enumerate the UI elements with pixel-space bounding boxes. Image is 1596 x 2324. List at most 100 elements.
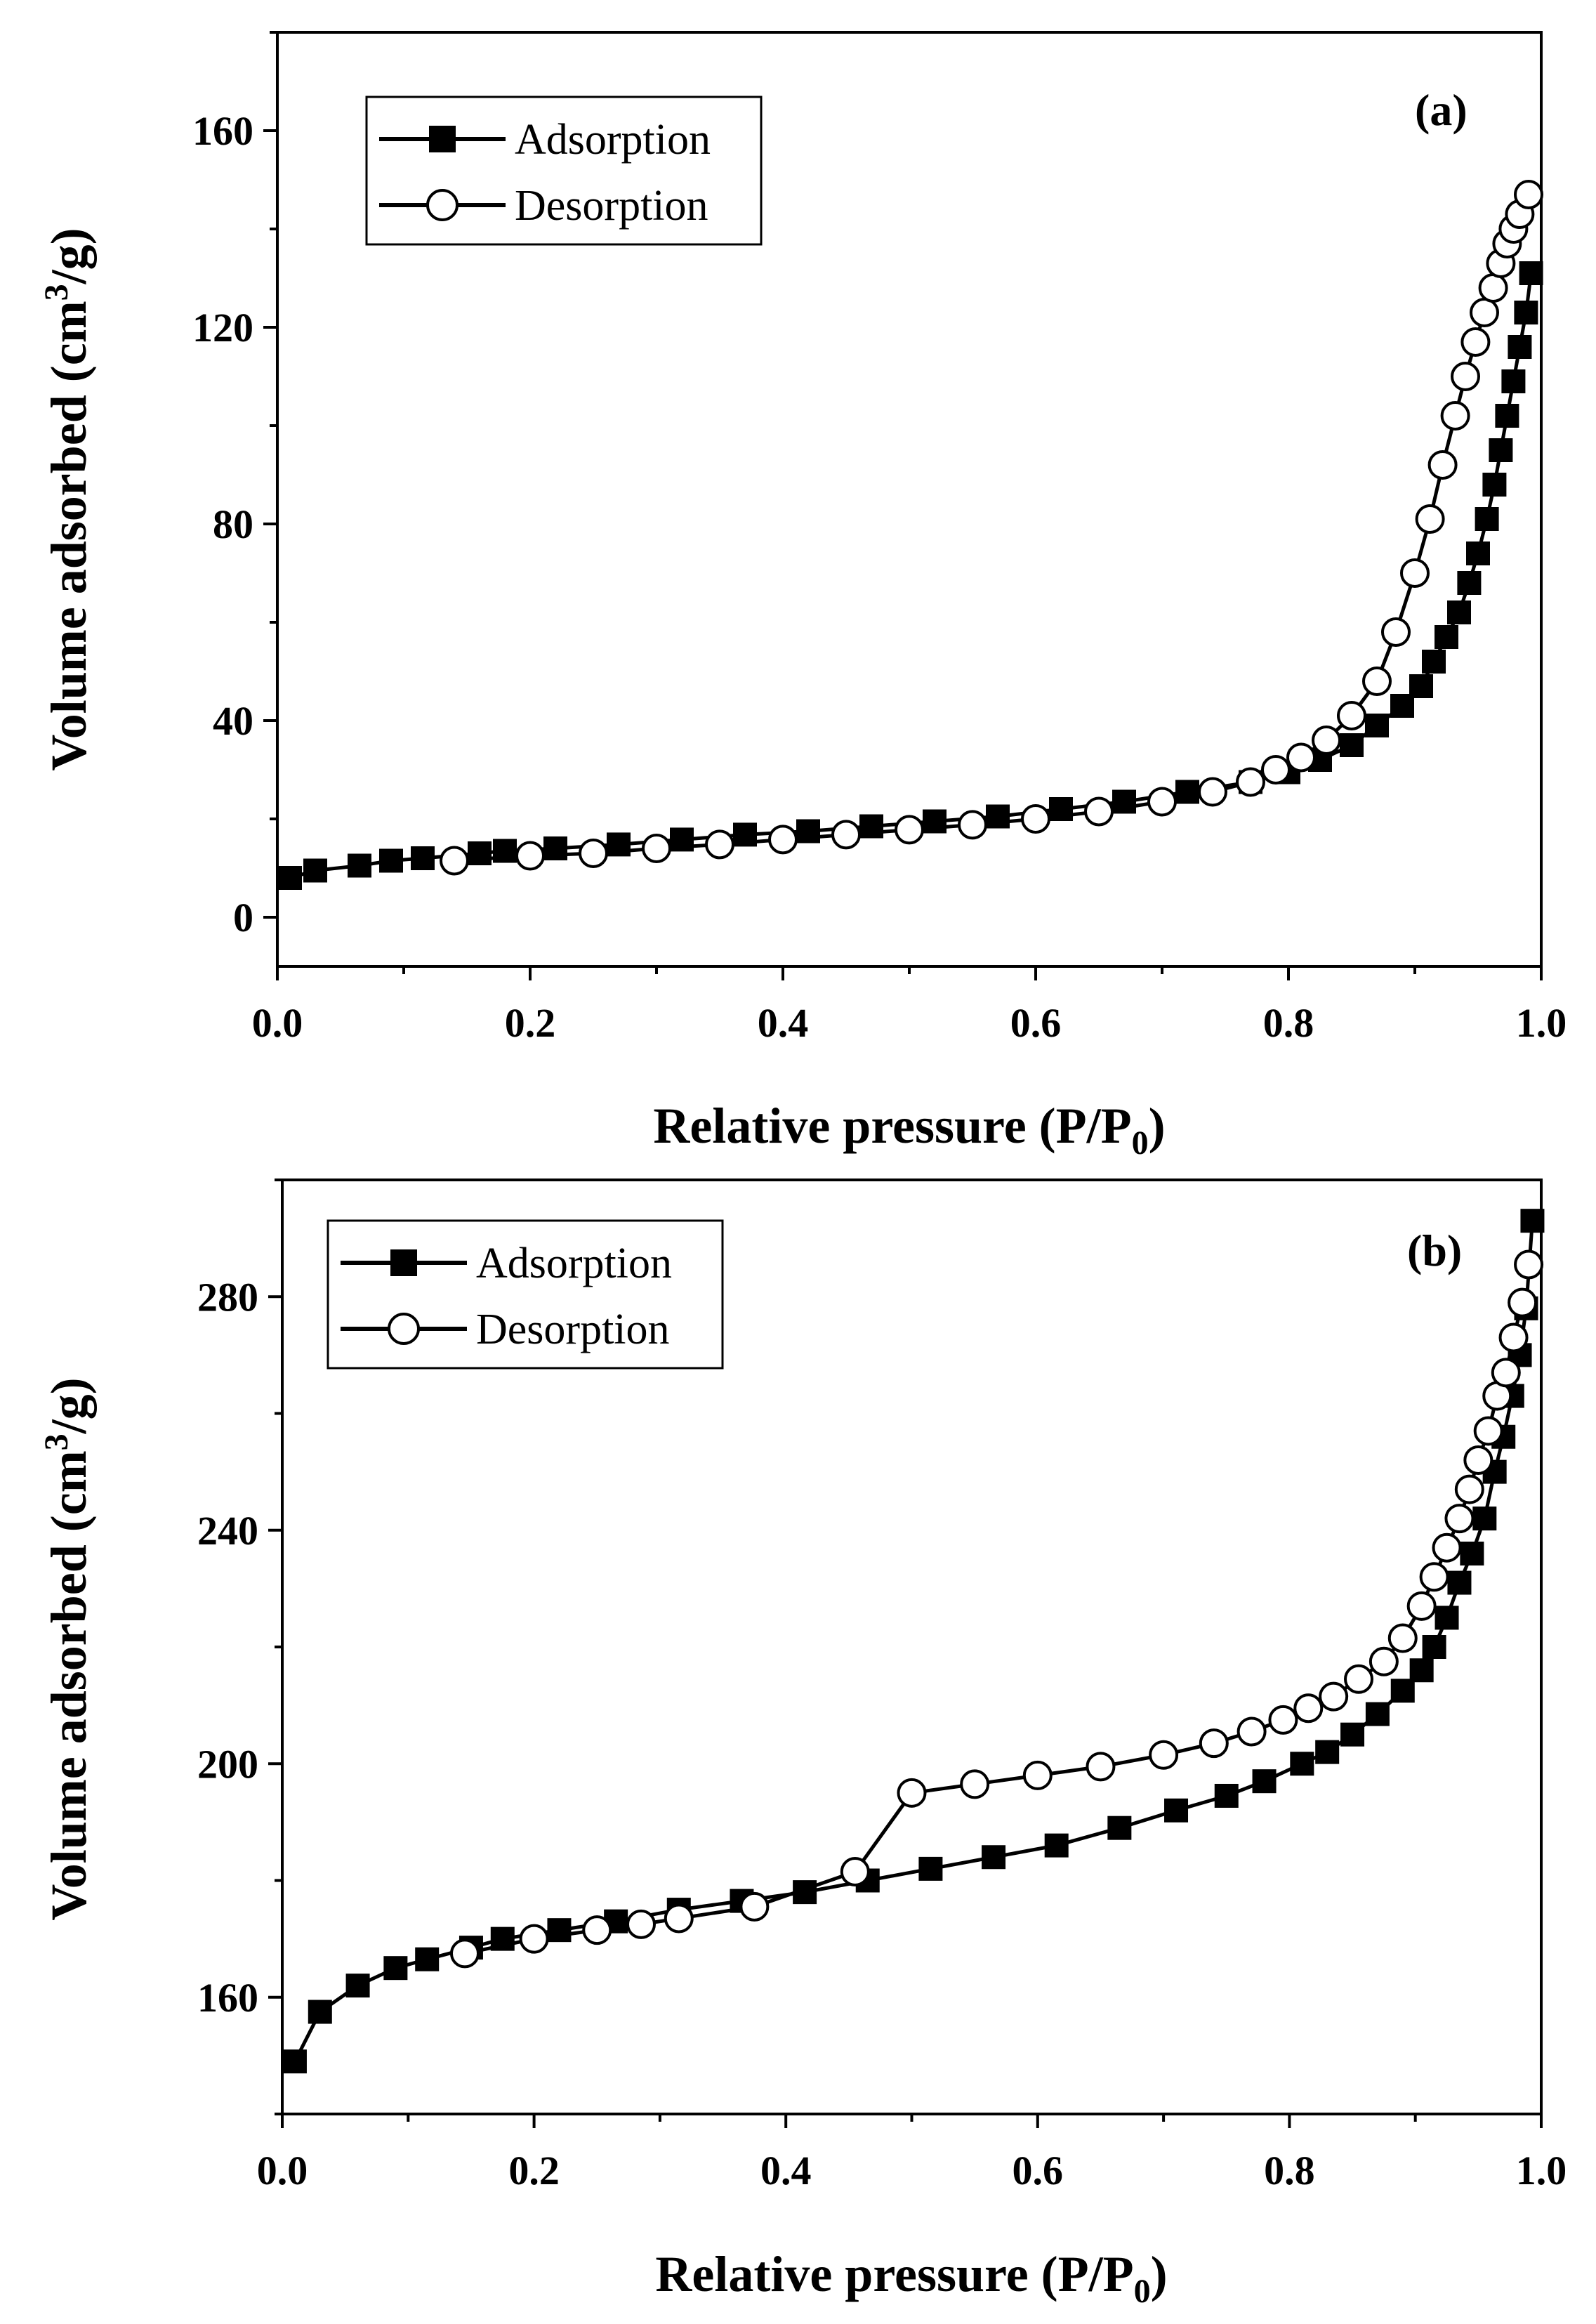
point-desorption-b [1473,1416,1503,1446]
point-desorption-b [582,1915,612,1945]
x-tick-label-b: 1.0 [1516,2148,1567,2193]
point-desorption-b [1369,1646,1399,1676]
point-desorption-b [1199,1728,1229,1759]
point-adsorption-b [793,1880,817,1905]
point-adsorption-b [982,1845,1006,1870]
y-ticks-b: 160 200 240 280 [197,1179,282,2115]
x-tick-label-a: 0.8 [1263,1000,1314,1046]
point-adsorption-b [308,2000,332,2024]
point-adsorption-a [1514,301,1538,324]
series-b [282,1209,1545,2074]
point-desorption-b [897,1778,927,1808]
x-axis-title-b: Relative pressure (P/P0) [655,2246,1167,2310]
point-adsorption-b [383,1956,408,1981]
legend-marker-adsorption-a [429,126,456,152]
series-a [278,180,1543,890]
point-desorption-a [1021,804,1050,834]
point-desorption-b [1419,1562,1449,1592]
y-tick-label-b: 160 [197,1975,258,2021]
point-adsorption-a [1409,674,1433,698]
x-tick-label-b: 0.2 [508,2148,560,2193]
legend-label-adsorption-a: Adsorption [515,116,711,164]
point-desorption-a [1478,273,1508,303]
x-tick-label-b: 0.6 [1013,2148,1064,2193]
point-desorption-a [768,825,798,855]
point-desorption-a [440,846,469,876]
point-desorption-b [626,1909,657,1939]
point-desorption-b [1236,1716,1267,1747]
point-desorption-a [1381,617,1411,647]
point-adsorption-a [986,804,1010,829]
point-desorption-a [1198,777,1227,807]
point-adsorption-a [1340,733,1364,757]
point-desorption-a [1362,667,1392,696]
point-adsorption-a [278,866,302,890]
y-tick-label-a: 0 [233,895,253,940]
panel-label-b: (b) [1407,1226,1462,1275]
point-desorption-b [1508,1287,1538,1318]
point-desorption-b [1491,1358,1521,1388]
x-tick-label-a: 1.0 [1516,1000,1567,1046]
point-adsorption-a [670,827,694,852]
point-desorption-a [1460,327,1491,357]
point-desorption-a [579,839,608,868]
point-adsorption-a [493,839,517,863]
point-desorption-b [664,1903,694,1934]
point-desorption-b [960,1769,990,1799]
point-adsorption-a [859,814,883,839]
x-ticks-b: 0.0 0.2 0.4 0.6 0.8 1.0 [257,2114,1567,2193]
legend-a: Adsorption Desorption [365,96,763,246]
point-adsorption-b [1107,1816,1132,1840]
point-desorption-a [958,810,987,840]
x-tick-label-a: 0.2 [505,1000,556,1046]
point-desorption-b [1432,1532,1462,1563]
point-desorption-b [519,1924,549,1954]
point-adsorption-a [607,832,631,857]
point-desorption-a [1415,504,1445,534]
point-adsorption-b [1340,1722,1365,1747]
point-desorption-b [1149,1740,1179,1770]
point-adsorption-b [1447,1570,1472,1595]
point-desorption-b [1454,1474,1484,1504]
point-adsorption-a [1112,789,1136,814]
point-adsorption-a [1475,507,1499,531]
legend-label-desorption-a: Desorption [515,182,708,230]
point-desorption-a [642,834,671,863]
point-adsorption-a [733,822,757,847]
y-tick-label-b: 240 [197,1508,258,1554]
legend-b: Adsorption Desorption [327,1219,724,1370]
point-adsorption-b [1435,1606,1459,1630]
point-adsorption-a [1519,261,1543,285]
point-desorption-b [1444,1504,1475,1534]
point-adsorption-a [1447,600,1471,624]
y-tick-label-a: 80 [213,501,253,547]
point-desorption-b [1293,1693,1324,1724]
point-desorption-b [739,1891,770,1922]
point-adsorption-a [796,819,820,843]
x-tick-label-a: 0.6 [1010,1000,1062,1046]
chart-panel-b: 0.0 0.2 0.4 0.6 0.8 1.0 160 200 240 280 (b) Adso… [38,1179,1567,2310]
point-adsorption-b [1390,1679,1415,1703]
point-adsorption-b [1422,1635,1446,1659]
point-adsorption-b [1044,1833,1069,1858]
point-desorption-a [1427,450,1458,480]
point-desorption-b [1319,1681,1349,1712]
point-desorption-a [1286,742,1316,773]
point-adsorption-b [1520,1209,1545,1233]
point-desorption-a [831,820,861,850]
point-desorption-b [1387,1623,1418,1653]
legend-frame-a [365,96,763,246]
chart-panel-a: 0.0 0.2 0.4 0.6 0.8 1.0 0 40 80 120 160 (a) Adsor… [38,31,1567,1162]
y-tick-label-b: 280 [197,1274,258,1320]
point-desorption-b [1514,1249,1544,1280]
point-desorption-b [1498,1322,1529,1353]
x-tick-label-b: 0.8 [1264,2148,1315,2193]
x-tick-label-a: 0.0 [252,1000,303,1046]
point-adsorption-b [1290,1752,1314,1776]
point-desorption-a [1337,701,1366,730]
point-adsorption-b [1214,1783,1239,1808]
point-adsorption-a [1422,650,1446,674]
x-axis-title-a: Relative pressure (P/P0) [653,1098,1165,1162]
point-adsorption-a [468,841,492,865]
point-desorption-a [1514,180,1543,209]
